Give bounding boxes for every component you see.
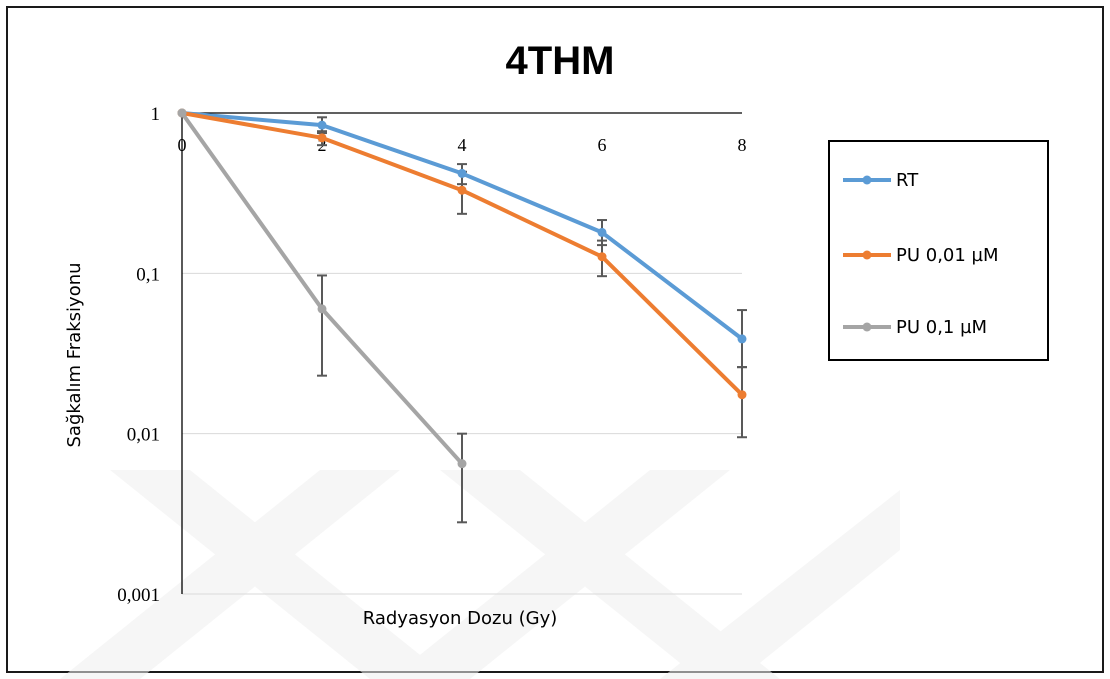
x-tick-label: 0 (178, 135, 187, 155)
legend: RT PU 0,01 µM PU 0,1 µM (828, 140, 1049, 361)
data-point (457, 185, 467, 195)
x-axis-label: Radyasyon Dozu (Gy) (363, 608, 558, 629)
legend-marker (862, 175, 872, 185)
error-bars (317, 116, 747, 524)
legend-marker (862, 322, 872, 332)
data-point (317, 304, 327, 314)
series-line (181, 111, 744, 397)
data-point (597, 252, 607, 262)
x-tick-label: 8 (738, 135, 747, 155)
x-tick-label: 6 (598, 135, 607, 155)
legend-label: PU 0,1 µM (896, 317, 987, 338)
data-point (737, 334, 747, 344)
y-tick-label: 1 (151, 104, 161, 125)
y-tick-labels: 1 0,1 0,01 0,001 (117, 104, 160, 606)
data-point (317, 120, 327, 130)
data-point (317, 133, 327, 143)
y-axis-label: Sağkalım Fraksiyonu (64, 262, 85, 447)
data-point (177, 108, 187, 118)
data-point (597, 227, 607, 237)
x-tick-labels: 02468 (178, 135, 747, 155)
x-tick-label: 4 (458, 135, 467, 155)
legend-marker (862, 250, 872, 260)
watermark (60, 470, 900, 679)
series-points (177, 108, 747, 469)
legend-label: PU 0,01 µM (896, 245, 999, 266)
data-point (737, 390, 747, 400)
data-point (457, 459, 467, 469)
y-tick-label: 0,01 (127, 425, 160, 446)
data-point (457, 168, 467, 178)
axes (181, 112, 742, 594)
y-tick-label: 0,1 (136, 264, 160, 285)
y-tick-label: 0,001 (117, 585, 160, 606)
legend-label: RT (896, 170, 919, 191)
chart-title: 4THM (506, 39, 615, 83)
